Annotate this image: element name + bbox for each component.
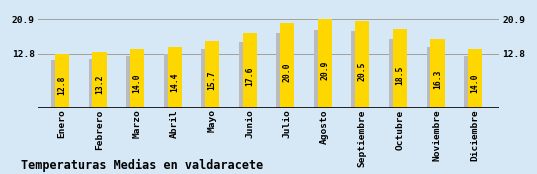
Text: Temperaturas Medias en valdaracete: Temperaturas Medias en valdaracete	[21, 159, 264, 172]
Text: 15.7: 15.7	[208, 70, 217, 90]
Bar	[318, 19, 332, 108]
Bar	[126, 56, 141, 108]
Text: 17.6: 17.6	[245, 67, 254, 86]
Bar	[168, 47, 182, 108]
Text: 12.8: 12.8	[57, 75, 67, 95]
Bar	[89, 59, 103, 108]
Bar	[130, 49, 144, 108]
Bar	[92, 52, 107, 108]
Text: 14.0: 14.0	[470, 73, 480, 93]
Bar	[277, 33, 291, 108]
Bar	[164, 54, 178, 108]
Text: 16.3: 16.3	[433, 69, 442, 89]
Bar	[468, 49, 482, 108]
Bar	[205, 41, 219, 108]
Bar	[314, 30, 328, 108]
Bar	[201, 49, 215, 108]
Bar	[243, 33, 257, 108]
Text: 18.5: 18.5	[395, 65, 404, 85]
Bar	[355, 21, 369, 108]
Bar	[239, 42, 253, 108]
Bar	[464, 56, 478, 108]
Bar	[426, 47, 441, 108]
Text: 20.5: 20.5	[358, 62, 367, 81]
Text: 13.2: 13.2	[95, 75, 104, 94]
Bar	[393, 29, 407, 108]
Bar	[352, 31, 366, 108]
Text: 20.0: 20.0	[283, 62, 292, 82]
Bar	[389, 39, 403, 108]
Bar	[430, 39, 445, 108]
Text: 14.4: 14.4	[170, 73, 179, 92]
Text: 20.9: 20.9	[320, 61, 329, 80]
Text: 14.0: 14.0	[133, 73, 142, 93]
Bar	[55, 54, 69, 108]
Bar	[280, 23, 294, 108]
Bar	[51, 60, 66, 108]
